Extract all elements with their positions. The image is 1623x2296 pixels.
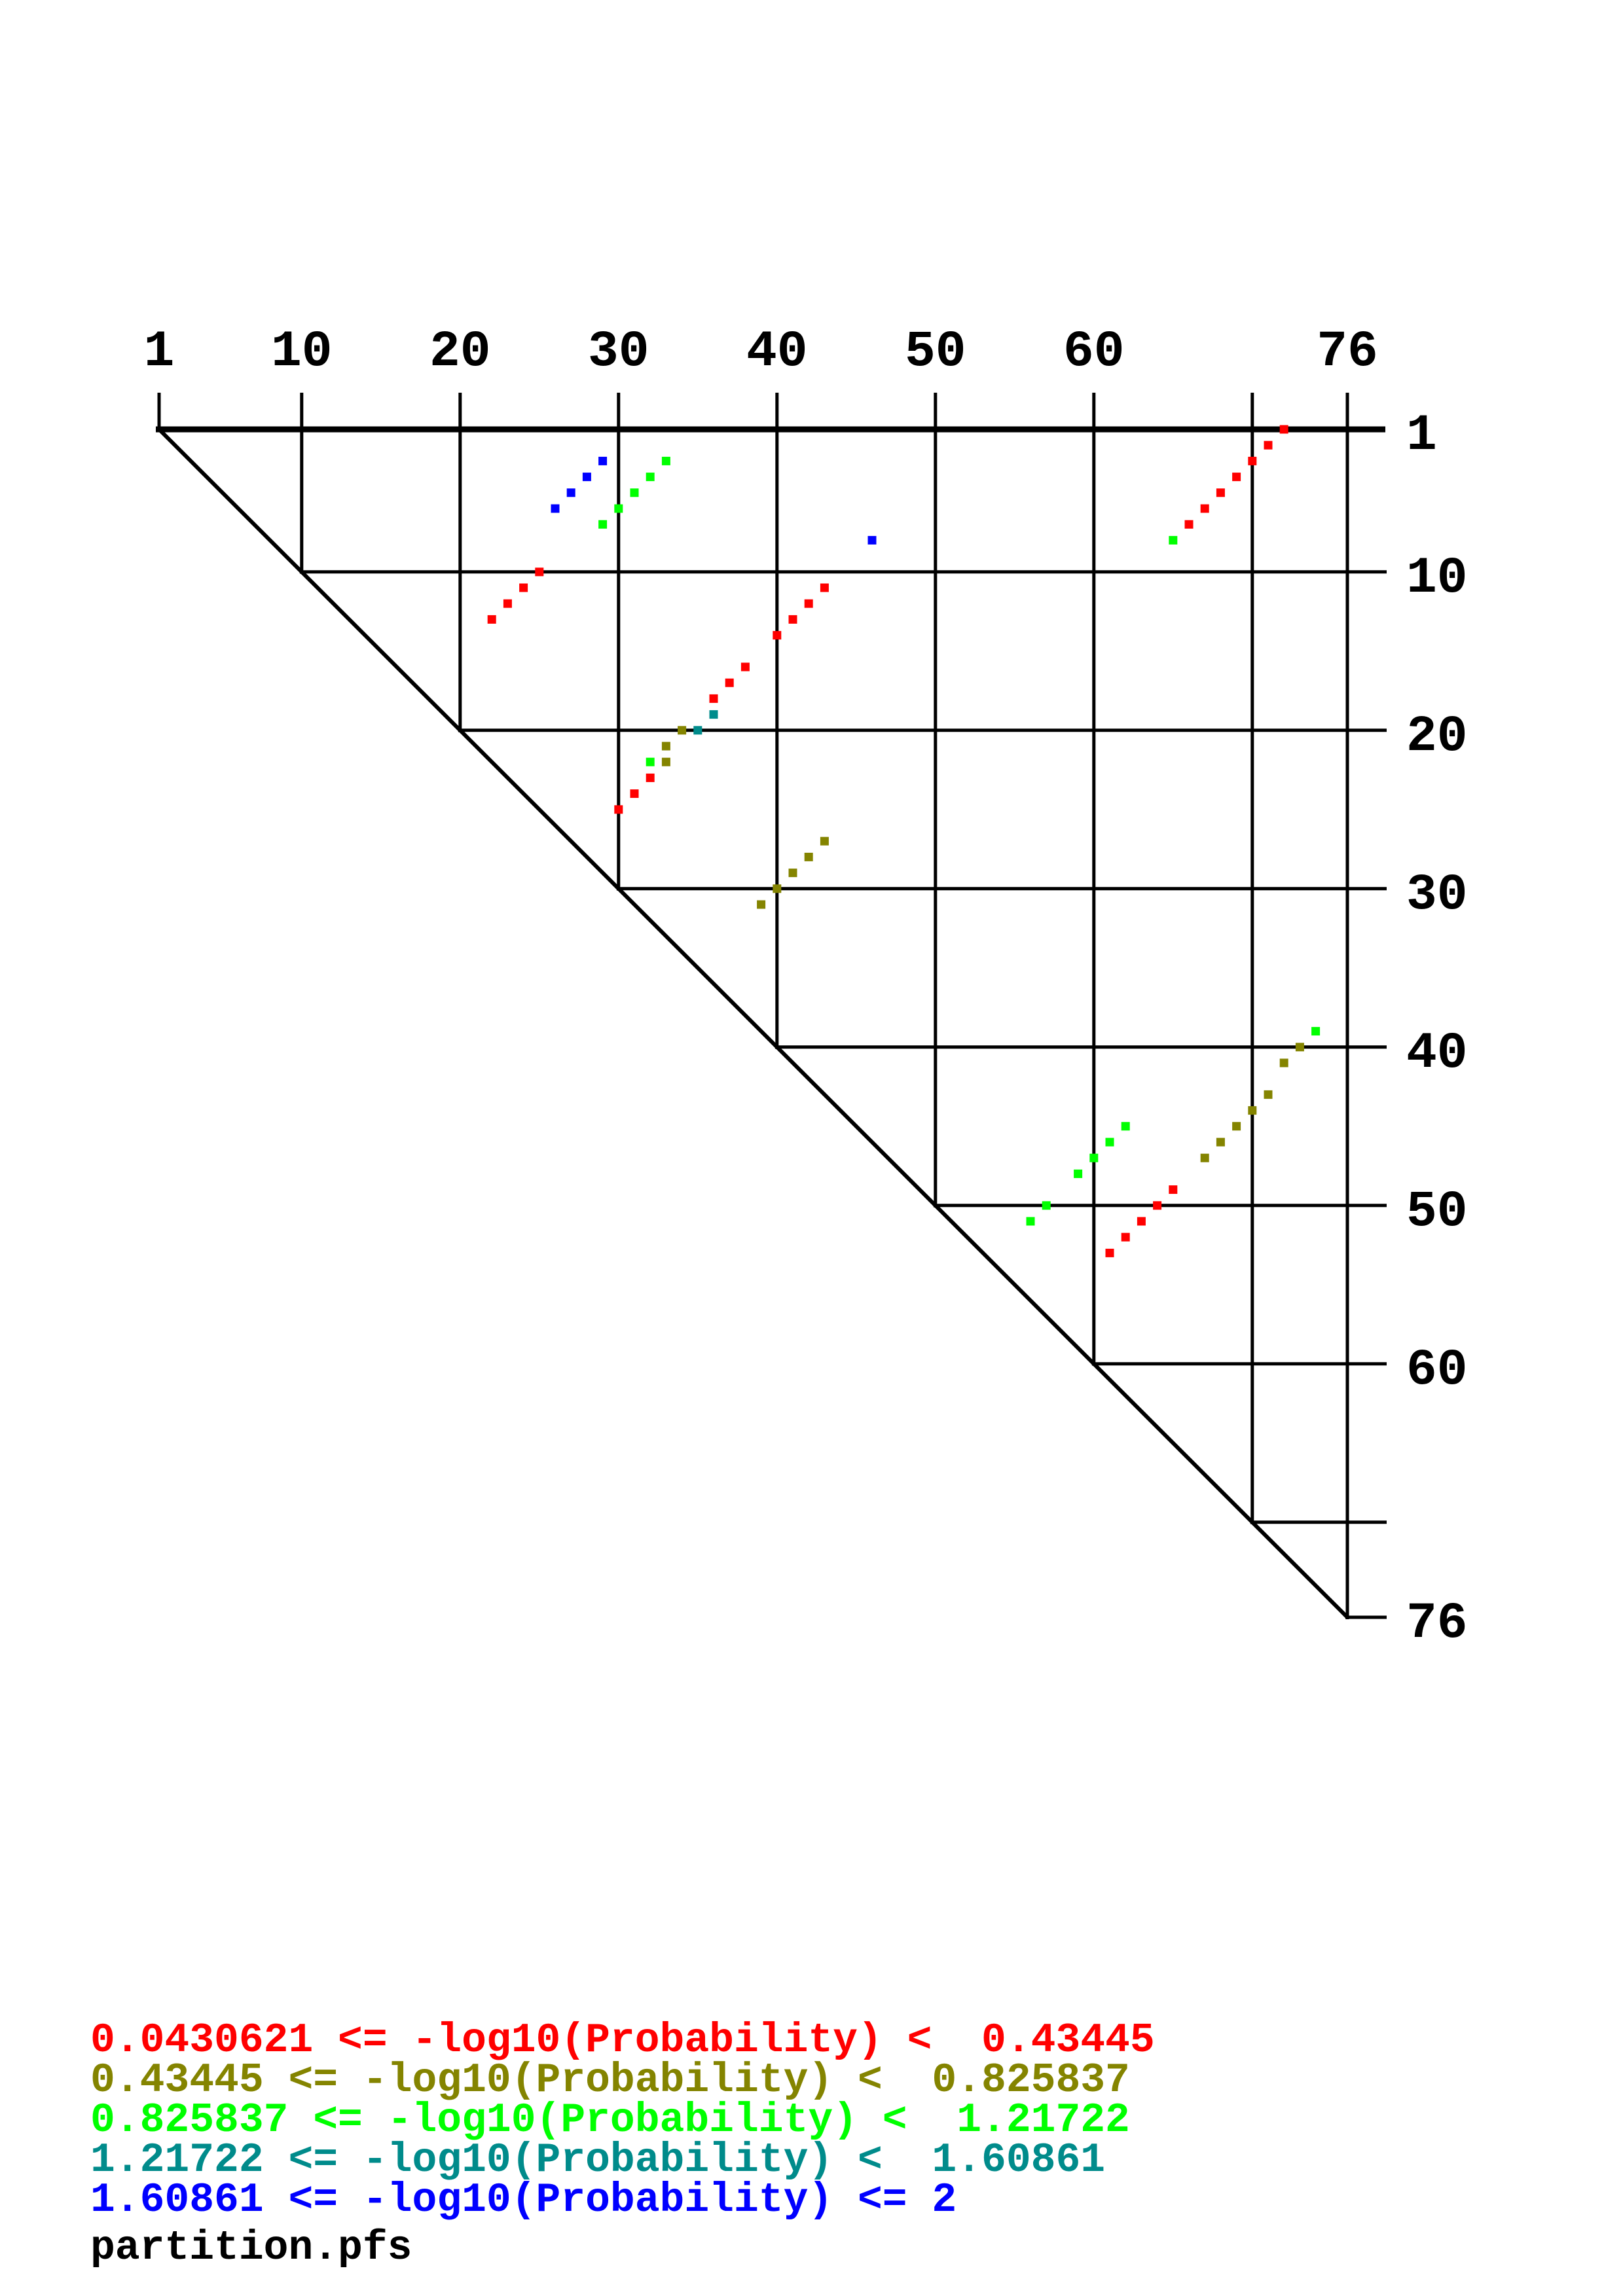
probability-dot-3-29 — [598, 456, 608, 465]
probability-dot-48-59 — [1074, 1169, 1083, 1178]
probability-dot-31-39 — [757, 900, 766, 909]
top-axis-label-20: 20 — [429, 323, 491, 381]
top-axis-label-50: 50 — [904, 323, 966, 381]
probability-dot-50-57 — [1042, 1201, 1051, 1210]
probability-dot-6-67 — [1200, 504, 1209, 513]
probability-dot-6-26 — [551, 504, 560, 513]
probability-dot-51-56 — [1026, 1217, 1035, 1226]
probability-dot-11-24 — [519, 583, 528, 592]
probability-dot-7-29 — [598, 520, 608, 529]
probability-dot-43-71 — [1264, 1090, 1273, 1099]
probability-dot-45-69 — [1232, 1122, 1241, 1131]
probability-dot-22-32 — [646, 757, 655, 766]
probability-dot-12-23 — [503, 599, 512, 608]
right-axis-label-40: 40 — [1406, 1024, 1468, 1083]
probability-dot-23-32 — [646, 773, 655, 782]
probability-dot-47-67 — [1200, 1153, 1209, 1162]
legend-line-3: 0.825837 <= -log10(Probability) < 1.2172… — [90, 2097, 1130, 2144]
probability-dot-1-72 — [1279, 425, 1288, 434]
probability-dot-4-32 — [646, 473, 655, 482]
probability-dot-13-22 — [487, 615, 496, 624]
probability-dot-51-63 — [1137, 1217, 1146, 1226]
probability-dot-12-42 — [804, 599, 813, 608]
probability-dot-5-27 — [566, 488, 575, 497]
top-axis-label-40: 40 — [746, 323, 808, 381]
probability-dot-8-46 — [867, 535, 877, 545]
probability-dot-5-31 — [630, 488, 639, 497]
legend-line-5: 1.60861 <= -log10(Probability) <= 2 — [90, 2177, 957, 2223]
probability-dot-53-61 — [1105, 1248, 1114, 1257]
probability-dot-40-73 — [1295, 1043, 1304, 1052]
probability-dot-21-33 — [661, 742, 670, 751]
probability-dot-46-68 — [1216, 1138, 1225, 1147]
probability-dot-41-72 — [1279, 1058, 1288, 1067]
legend-line-1: 0.0430621 <= -log10(Probability) < 0.434… — [90, 2017, 1155, 2064]
probability-dot-50-64 — [1153, 1201, 1162, 1210]
probability-dot-6-30 — [614, 504, 623, 513]
probability-dot-28-42 — [804, 852, 813, 861]
probability-dot-5-68 — [1216, 488, 1225, 497]
probability-dot-29-41 — [788, 869, 797, 878]
probability-dot-47-60 — [1089, 1153, 1099, 1162]
probability-dot-10-25 — [535, 567, 544, 577]
right-axis-label-20: 20 — [1406, 708, 1468, 766]
probability-dot-14-40 — [773, 631, 782, 640]
probability-dot-30-40 — [773, 884, 782, 893]
right-axis-label-76: 76 — [1406, 1595, 1468, 1653]
top-axis-label-30: 30 — [587, 323, 649, 381]
probability-dot-17-37 — [725, 678, 734, 687]
probability-dot-20-34 — [678, 726, 687, 735]
right-axis-label-60: 60 — [1406, 1341, 1468, 1399]
probability-dot-44-70 — [1248, 1106, 1257, 1115]
top-axis-label-76: 76 — [1317, 323, 1378, 381]
probability-dot-20-35 — [693, 726, 702, 735]
probability-dot-52-62 — [1121, 1232, 1130, 1242]
probability-dot-3-70 — [1248, 456, 1257, 465]
legend-line-4: 1.21722 <= -log10(Probability) < 1.60861 — [90, 2137, 1106, 2183]
probability-dot-8-65 — [1169, 535, 1178, 545]
probability-dot-24-31 — [630, 789, 639, 798]
probability-dot-4-28 — [582, 473, 591, 482]
probability-dot-4-69 — [1232, 473, 1241, 482]
plot-diagonal — [157, 427, 1349, 1619]
probability-dot-46-61 — [1105, 1138, 1114, 1147]
plot-filename: partition.pfs — [90, 2225, 412, 2271]
probability-dot-27-43 — [820, 836, 829, 846]
probability-dot-18-36 — [709, 694, 718, 703]
top-axis-label-10: 10 — [270, 323, 333, 381]
probability-dot-45-62 — [1121, 1122, 1130, 1131]
top-axis-label-1: 1 — [143, 323, 175, 381]
probability-dot-2-71 — [1264, 440, 1273, 450]
probability-dot-19-36 — [709, 710, 718, 719]
right-axis-label-30: 30 — [1406, 866, 1468, 924]
probability-dot-22-33 — [661, 757, 670, 766]
probability-dot-49-65 — [1169, 1185, 1178, 1194]
probability-dot-11-43 — [820, 583, 829, 592]
probability-dot-7-66 — [1184, 520, 1194, 529]
top-axis-label-60: 60 — [1063, 323, 1125, 381]
right-axis-label-50: 50 — [1406, 1183, 1468, 1241]
probability-dot-3-33 — [661, 456, 670, 465]
right-axis-label-1: 1 — [1406, 407, 1437, 465]
legend-line-2: 0.43445 <= -log10(Probability) < 0.82583… — [90, 2057, 1130, 2104]
probability-dot-25-30 — [614, 805, 623, 814]
probability-dot-39-74 — [1311, 1027, 1321, 1036]
probability-dot-13-41 — [788, 615, 797, 624]
probability-dot-16-38 — [740, 662, 750, 672]
right-axis-label-10: 10 — [1406, 549, 1468, 607]
